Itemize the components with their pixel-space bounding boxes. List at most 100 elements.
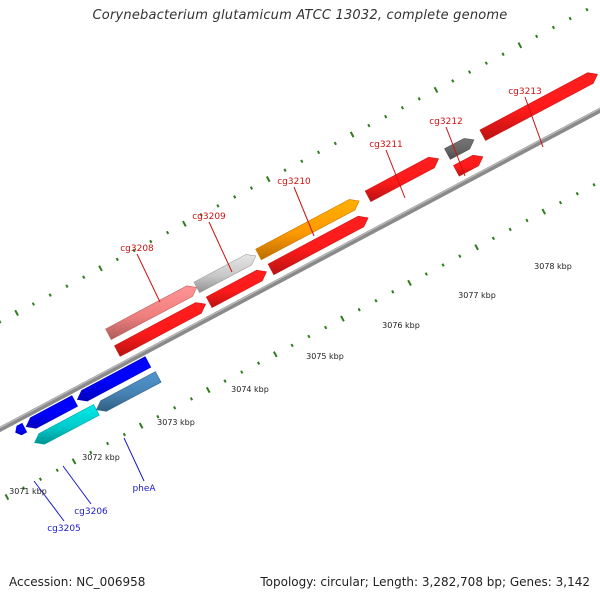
minor-tick <box>333 141 337 146</box>
minor-tick <box>592 183 596 187</box>
gene-cg3206[interactable] <box>34 404 100 445</box>
major-tick <box>433 86 439 94</box>
major-tick <box>474 244 479 251</box>
genome-backbone <box>0 107 600 433</box>
backbone-line <box>0 107 600 433</box>
leader-line <box>445 126 466 177</box>
minor-tick <box>132 248 136 253</box>
minor-tick <box>65 284 69 288</box>
scale-label: 3078 kbp <box>534 262 572 271</box>
minor-tick <box>535 34 539 39</box>
label-cg3205: cg3205 <box>47 524 81 534</box>
scale-label: 3074 kbp <box>231 385 269 394</box>
minor-tick <box>585 7 589 12</box>
major-tick <box>517 42 523 49</box>
minor-tick <box>240 370 244 374</box>
minor-tick <box>166 230 170 235</box>
minor-tick <box>300 159 304 164</box>
minor-tick <box>173 406 177 410</box>
minor-tick <box>115 257 119 262</box>
gene-cg3208[interactable] <box>105 285 198 341</box>
gene-features[interactable] <box>15 72 598 445</box>
gene-cg3210[interactable] <box>255 199 360 261</box>
minor-tick <box>441 263 445 267</box>
label-cg3206: cg3206 <box>74 507 108 517</box>
gene-forward-unlabeled[interactable] <box>267 215 369 276</box>
scale-labels: 3071 kbp 3072 kbp 3073 kbp 3074 kbp 3075 kbp… <box>9 262 572 496</box>
label-cg3212: cg3212 <box>429 117 463 127</box>
leader-line <box>524 96 544 148</box>
minor-tick <box>216 204 220 208</box>
minor-tick <box>199 212 203 217</box>
minor-tick <box>233 195 237 199</box>
leader-line <box>208 221 233 273</box>
major-tick <box>340 315 345 322</box>
minor-tick <box>156 414 160 419</box>
lower-tick-row <box>4 183 596 501</box>
gene-pheA[interactable] <box>95 371 162 412</box>
minor-tick <box>22 486 26 490</box>
gene-cg3212[interactable] <box>444 138 475 160</box>
minor-tick <box>508 227 512 232</box>
minor-tick <box>575 191 579 196</box>
minor-tick <box>316 150 321 155</box>
minor-tick <box>82 275 86 280</box>
leader-line <box>385 149 406 199</box>
minor-tick <box>189 397 194 401</box>
major-tick <box>14 309 19 317</box>
minor-tick <box>391 290 395 294</box>
major-tick <box>407 279 412 287</box>
gene-reverse-unlabeled[interactable] <box>25 395 79 429</box>
leader-line <box>123 437 145 482</box>
major-tick <box>205 386 211 394</box>
backbone-highlight <box>0 107 600 429</box>
leader-line <box>136 253 161 303</box>
minor-tick <box>501 52 505 57</box>
minor-tick <box>384 114 388 119</box>
minor-tick <box>467 70 472 74</box>
gene-cg3213[interactable] <box>479 72 598 141</box>
minor-tick <box>367 123 371 128</box>
minor-tick <box>484 61 488 65</box>
upper-tick-row <box>0 7 589 324</box>
minor-tick <box>0 320 2 324</box>
gene-reverse-unlabeled[interactable] <box>76 356 152 402</box>
gene-cg3209[interactable] <box>193 254 257 294</box>
minor-tick <box>223 379 227 383</box>
minor-tick <box>283 168 287 172</box>
major-tick <box>182 220 187 227</box>
minor-tick <box>105 441 110 446</box>
leader-line <box>33 480 65 522</box>
gene-forward-unlabeled[interactable] <box>205 269 267 309</box>
minor-tick <box>558 200 563 205</box>
genome-stats-text: Topology: circular; Length: 3,282,708 bp… <box>260 575 590 589</box>
minor-tick <box>89 450 93 455</box>
minor-tick <box>491 236 495 241</box>
minor-tick <box>31 302 35 306</box>
gene-cg3211[interactable] <box>364 156 440 203</box>
map-title: Corynebacterium glutamicum ATCC 13032, c… <box>92 8 508 23</box>
minor-tick <box>307 334 311 339</box>
label-cg3210: cg3210 <box>277 177 311 187</box>
gene-forward-unlabeled[interactable] <box>114 302 207 357</box>
minor-tick <box>38 477 43 481</box>
label-cg3209: cg3209 <box>192 212 226 222</box>
minor-tick <box>400 105 405 110</box>
major-tick <box>541 208 547 215</box>
gene-labels: cg3208 cg3209 cg3210 cg3211 cg3212 cg3213 pheA… <box>33 87 544 534</box>
major-tick <box>138 422 144 429</box>
minor-tick <box>525 218 529 223</box>
major-tick <box>98 265 103 272</box>
minor-tick <box>458 254 462 258</box>
major-tick <box>273 351 278 358</box>
label-pheA: pheA <box>132 484 156 494</box>
minor-tick <box>55 468 59 473</box>
gene-cg3205[interactable] <box>15 422 28 436</box>
gene-forward-unlabeled[interactable] <box>453 154 484 177</box>
label-cg3211: cg3211 <box>369 140 403 150</box>
scale-label: 3076 kbp <box>382 321 420 330</box>
label-cg3208: cg3208 <box>120 244 154 254</box>
major-tick <box>71 458 77 465</box>
scale-label: 3075 kbp <box>306 352 344 361</box>
